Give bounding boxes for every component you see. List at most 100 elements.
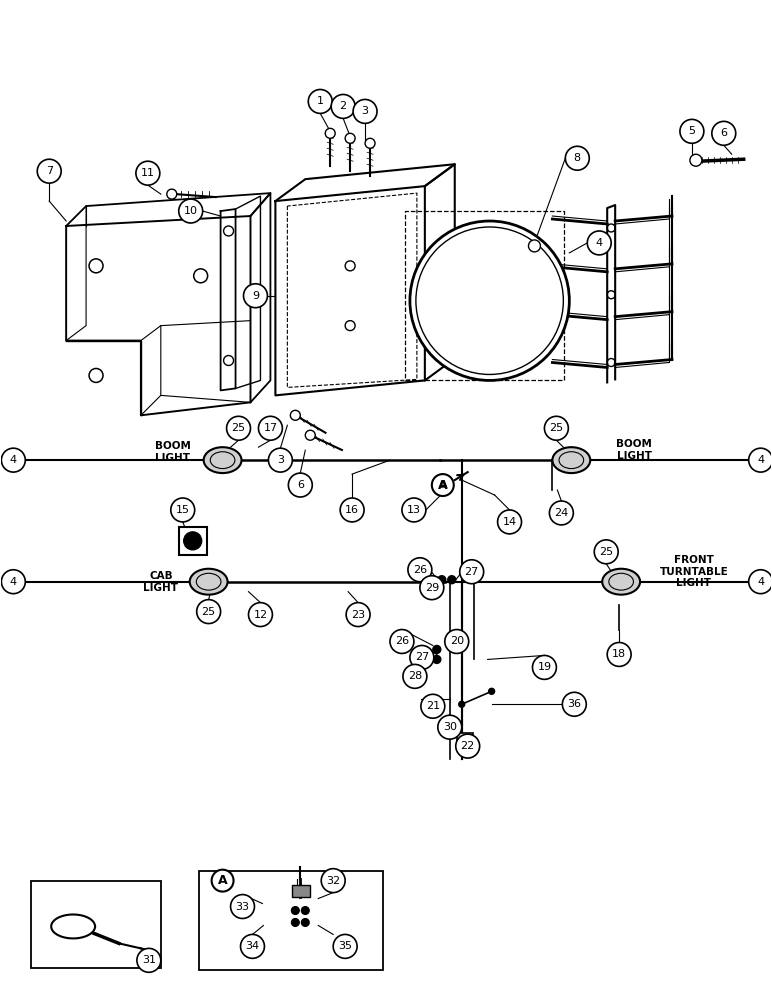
Circle shape [455,734,479,758]
Circle shape [365,138,375,148]
Text: 32: 32 [326,876,340,886]
Circle shape [308,89,332,113]
Text: 1: 1 [317,96,323,106]
Circle shape [565,146,589,170]
Circle shape [438,576,445,584]
Text: 28: 28 [408,671,422,681]
Text: 23: 23 [351,610,365,620]
Circle shape [243,284,267,308]
Circle shape [249,603,273,627]
Circle shape [550,501,574,525]
Text: 4: 4 [757,455,764,465]
Text: 33: 33 [235,902,249,912]
Text: 7: 7 [46,166,52,176]
Circle shape [445,630,469,653]
Text: 6: 6 [720,128,727,138]
Circle shape [690,154,702,166]
Text: 5: 5 [689,126,696,136]
Circle shape [390,630,414,653]
Circle shape [340,498,364,522]
Circle shape [331,94,355,118]
Circle shape [291,918,300,926]
Circle shape [448,576,455,584]
Circle shape [305,430,315,440]
Text: A: A [438,479,448,492]
Text: 26: 26 [395,636,409,646]
Circle shape [171,498,195,522]
Circle shape [594,540,618,564]
Circle shape [259,416,283,440]
Bar [457,733,472,747]
Text: 4: 4 [10,455,17,465]
Text: 3: 3 [277,455,284,465]
Circle shape [408,558,432,582]
Circle shape [587,231,611,255]
Circle shape [529,240,540,252]
Circle shape [533,655,557,679]
Text: 35: 35 [338,941,352,951]
Circle shape [346,603,370,627]
Circle shape [749,448,772,472]
Circle shape [269,448,293,472]
Circle shape [290,410,300,420]
Circle shape [197,600,221,624]
Circle shape [459,701,465,707]
Circle shape [416,227,564,374]
Circle shape [410,221,569,380]
Circle shape [489,688,495,694]
Circle shape [460,560,483,584]
Text: 19: 19 [537,662,551,672]
Text: 30: 30 [443,722,457,732]
Circle shape [608,642,631,666]
Text: 27: 27 [465,567,479,577]
Circle shape [167,189,177,199]
Text: CAB
LIGHT: CAB LIGHT [144,571,178,593]
Ellipse shape [553,447,591,473]
Text: 18: 18 [612,649,626,659]
Circle shape [212,870,234,892]
Circle shape [562,692,586,716]
Text: 17: 17 [263,423,277,433]
Circle shape [301,918,310,926]
Text: BOOM
LIGHT: BOOM LIGHT [616,439,652,461]
Text: 29: 29 [425,583,439,593]
Text: 27: 27 [415,652,429,662]
Circle shape [136,161,160,185]
Text: 25: 25 [232,423,245,433]
Circle shape [321,869,345,893]
Text: 3: 3 [361,106,368,116]
Bar [293,885,310,897]
Circle shape [498,510,522,534]
Text: 11: 11 [141,168,155,178]
Circle shape [137,948,161,972]
Bar [32,881,161,968]
Bar [198,871,383,970]
Circle shape [291,907,300,915]
Ellipse shape [204,447,242,473]
Text: 25: 25 [599,547,613,557]
Text: 10: 10 [184,206,198,216]
Circle shape [2,448,25,472]
Text: 4: 4 [596,238,603,248]
Circle shape [289,473,312,497]
Circle shape [420,576,444,600]
Circle shape [345,133,355,143]
Circle shape [433,655,441,663]
Text: FRONT
TURNTABLE
LIGHT: FRONT TURNTABLE LIGHT [659,555,728,588]
Bar [179,527,207,555]
Circle shape [334,934,357,958]
Circle shape [402,498,426,522]
Text: 25: 25 [550,423,564,433]
Circle shape [226,416,250,440]
Text: BOOM
LIGHT: BOOM LIGHT [155,441,191,463]
Text: 12: 12 [253,610,268,620]
Text: 15: 15 [176,505,190,515]
Circle shape [37,159,61,183]
Text: 34: 34 [245,941,259,951]
Text: 2: 2 [340,101,347,111]
Text: 26: 26 [413,565,427,575]
Text: 20: 20 [449,636,464,646]
Circle shape [433,645,441,653]
Text: 4: 4 [757,577,764,587]
Circle shape [2,570,25,594]
